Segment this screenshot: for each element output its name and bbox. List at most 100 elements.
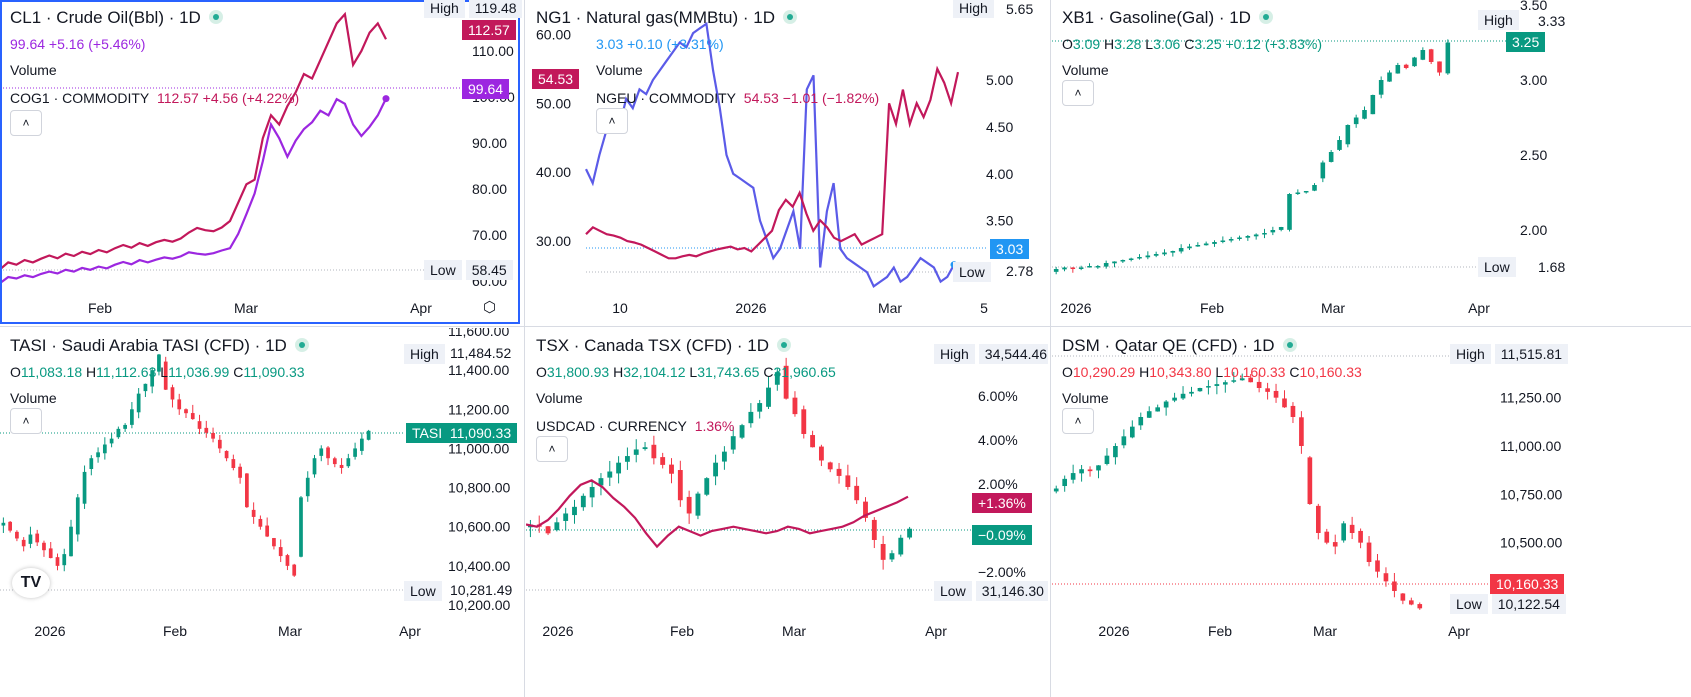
- dsm-candle: [1079, 469, 1084, 474]
- dsm-candle: [1222, 382, 1228, 385]
- low-label: Low: [1450, 594, 1488, 614]
- symbol-title[interactable]: XB1 · Gasoline(Gal) · 1D: [1062, 8, 1273, 28]
- dsm-candle: [1146, 411, 1152, 418]
- dsm-candle: [1214, 384, 1220, 386]
- symbol-title[interactable]: NG1 · Natural gas(MMBtu) · 1D: [536, 8, 797, 28]
- xb1-candle: [1278, 227, 1284, 230]
- tasi-candle: [238, 466, 242, 478]
- dsm-candle: [1129, 426, 1135, 438]
- symbol-title[interactable]: TSX · Canada TSX (CFD) · 1D: [536, 336, 792, 356]
- collapse-legend-button[interactable]: ˄: [1062, 80, 1094, 106]
- tasi-candle: [163, 361, 168, 390]
- tsx-candle: [845, 475, 851, 487]
- volume-label[interactable]: Volume: [596, 62, 643, 78]
- tasi-candle: [190, 413, 195, 420]
- y-tick-label: 80.00: [472, 181, 507, 197]
- compare-values: 54.53 −1.01 (−1.82%): [743, 90, 880, 106]
- volume-label[interactable]: Volume: [1062, 390, 1109, 406]
- settings-icon[interactable]: ⬡: [483, 299, 497, 316]
- y-tick-label: 4.00%: [978, 432, 1018, 448]
- symbol-title[interactable]: TASI · Saudi Arabia TASI (CFD) · 1D: [10, 336, 309, 356]
- y-tick-label: 2.50: [1520, 147, 1547, 163]
- panel-qatar[interactable]: 11,250.00 11,000.00 10,750.00 10,500.00 10,2…: [1052, 328, 1691, 697]
- dsm-candle: [1138, 417, 1144, 426]
- symbol-title-text: XB1 · Gasoline(Gal) · 1D: [1062, 8, 1251, 27]
- compare-legend[interactable]: COG1 · COMMODITY 112.57 +4.56 (+4.22%): [10, 90, 299, 106]
- compare-legend[interactable]: NGEU · COMMODITY 54.53 −1.01 (−1.82%): [596, 90, 879, 106]
- dsm-candle: [1349, 524, 1355, 533]
- dsm-candle: [1155, 407, 1161, 412]
- market-open-icon: [294, 338, 309, 352]
- y-tick-label: 70.00: [472, 227, 507, 243]
- market-open-icon: [777, 338, 792, 352]
- low-marker: Low: [1478, 257, 1516, 277]
- y-tick-label: 110.00: [472, 43, 514, 59]
- panel-gasoline[interactable]: 3.50 3.00 2.50 2.00 3.33 1.68 2026 Feb Mar Apr XB…: [1052, 0, 1691, 324]
- open-value: 10,290.29: [1072, 364, 1136, 380]
- tasi-candle: [143, 383, 148, 392]
- volume-label[interactable]: Volume: [10, 62, 57, 78]
- tsx-candle: [730, 436, 736, 450]
- tsx-candle: [704, 478, 710, 495]
- panel-tsx[interactable]: 6.00% 4.00% 2.00% −2.00% 2026 Feb Mar Apr TSX ·…: [526, 328, 1048, 697]
- xb1-candle: [1120, 260, 1126, 262]
- compare-legend[interactable]: USDCAD · CURRENCY 1.36%: [536, 418, 734, 434]
- panel-divider[interactable]: [524, 0, 525, 697]
- tasi-chart[interactable]: 11,600.00 11,400.00 11,200.00 11,000.00 10,8…: [0, 328, 522, 697]
- panel-crude-oil[interactable]: 110.00100.0090.0080.0070.0060.00FebMarAp…: [0, 0, 522, 324]
- tasi-candle: [272, 538, 276, 547]
- tasi-candle: [353, 448, 357, 457]
- x-tick-label: Apr: [410, 300, 432, 316]
- low-label: Low: [953, 262, 991, 282]
- panel-divider[interactable]: [1050, 0, 1051, 697]
- low-label: Low: [404, 581, 442, 601]
- panel-divider[interactable]: [0, 326, 1691, 327]
- open-value: 31,800.93: [546, 364, 610, 380]
- symbol-title[interactable]: DSM · Qatar QE (CFD) · 1D: [1062, 336, 1297, 356]
- tsx-candle: [607, 471, 613, 478]
- crude-oil-chart[interactable]: 110.00100.0090.0080.0070.0060.00FebMarAp…: [0, 0, 522, 324]
- volume-label[interactable]: Volume: [1062, 62, 1109, 78]
- x-tick-label: 2026: [1060, 300, 1091, 316]
- volume-label[interactable]: Volume: [536, 390, 583, 406]
- open-value: 3.09: [1072, 36, 1101, 52]
- low-marker: Low 31,146.30: [934, 581, 1048, 601]
- x-tick-label: Mar: [1321, 300, 1345, 316]
- y-tick-label-left: 40.00: [536, 164, 571, 180]
- low-marker: Low 58.45: [424, 260, 513, 280]
- tasi-candle: [123, 424, 127, 429]
- price-tag-symbol: TASI: [412, 425, 443, 441]
- panel-tasi[interactable]: 11,600.00 11,400.00 11,200.00 11,000.00 10,8…: [0, 328, 522, 697]
- tradingview-logo[interactable]: TV: [12, 568, 50, 598]
- x-tick-label: Mar: [1313, 623, 1337, 639]
- collapse-legend-button[interactable]: ˄: [536, 436, 568, 462]
- collapse-legend-button[interactable]: ˄: [1062, 408, 1094, 434]
- low-value: 10,160.33: [1223, 364, 1286, 380]
- y-tick-label: 10,800.00: [448, 480, 510, 496]
- high-label: High: [424, 0, 465, 18]
- y-tick-label-right: 4.50: [986, 119, 1013, 135]
- gasoline-chart[interactable]: 3.50 3.00 2.50 2.00 3.33 1.68 2026 Feb Mar Apr: [1052, 0, 1691, 324]
- qatar-chart[interactable]: 11,250.00 11,000.00 10,750.00 10,500.00 10,2…: [1052, 328, 1691, 697]
- low-label: Low: [1478, 257, 1516, 277]
- xb1-candle: [1095, 266, 1101, 268]
- xb1-candle: [1270, 230, 1276, 233]
- tsx-candle: [854, 485, 860, 501]
- xb1-candle: [1337, 140, 1342, 150]
- symbol-title[interactable]: CL1 · Crude Oil(Bbl) · 1D: [10, 8, 223, 28]
- xb1-candle: [1053, 269, 1059, 272]
- xb1-candle: [1412, 57, 1417, 67]
- collapse-legend-button[interactable]: ˄: [596, 108, 628, 134]
- y-tick-label: 11,600.00: [448, 328, 509, 339]
- x-tick-label: 2026: [1098, 623, 1129, 639]
- panel-natural-gas[interactable]: 60.00 50.00 40.00 30.00 5.00 4.50 4.00 3.50 5.65…: [526, 0, 1048, 324]
- natural-gas-chart[interactable]: 60.00 50.00 40.00 30.00 5.00 4.50 4.00 3.50 5.65…: [526, 0, 1048, 324]
- close-value: 11,090.33: [243, 364, 305, 380]
- tasi-candle: [8, 521, 13, 531]
- y-tick-label: 10,400.00: [448, 558, 510, 574]
- collapse-legend-button[interactable]: ˄: [10, 110, 42, 136]
- tsx-chart[interactable]: 6.00% 4.00% 2.00% −2.00% 2026 Feb Mar Apr: [526, 328, 1048, 697]
- collapse-legend-button[interactable]: ˄: [10, 408, 42, 434]
- volume-label[interactable]: Volume: [10, 390, 57, 406]
- market-open-icon: [1258, 10, 1273, 24]
